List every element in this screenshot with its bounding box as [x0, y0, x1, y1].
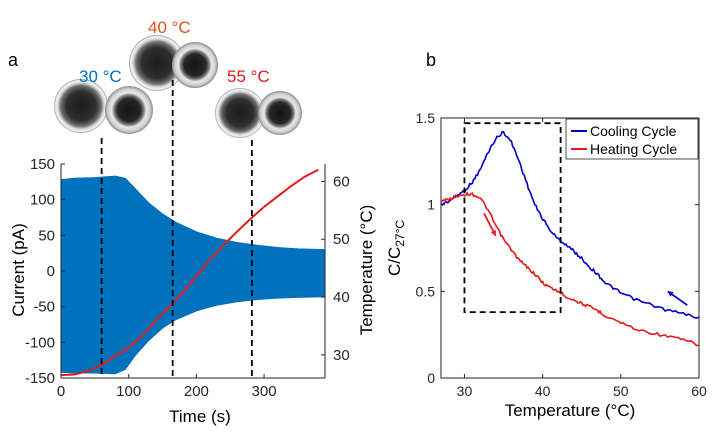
panel-a-ylabel: Current (pA)	[9, 223, 28, 317]
current-trace	[61, 175, 325, 375]
a-xtick-label: 200	[184, 383, 209, 400]
a-ytick-label: -100	[25, 334, 55, 351]
b-xtick-label: 60	[691, 383, 707, 399]
b-ytick-label: 0.5	[416, 283, 436, 299]
panel-b-xlabel: Temperature (°C)	[505, 401, 636, 420]
legend-cooling-label: Cooling Cycle	[590, 123, 677, 139]
a-xtick-label: 300	[252, 383, 277, 400]
legend-box	[565, 118, 699, 160]
a-xtick-label: 100	[116, 383, 141, 400]
direction-arrow-2	[667, 290, 688, 306]
a-y2tick-label: 30	[333, 347, 350, 364]
b-ytick-label: 1.5	[416, 110, 436, 126]
a-y2tick-label: 60	[333, 173, 350, 190]
label-30c: 30 °C	[79, 67, 122, 86]
panel-b-label: b	[426, 50, 436, 70]
panel-b-ylabel: C/C27°C	[385, 220, 407, 276]
direction-arrow-1	[483, 212, 497, 237]
b-xtick-label: 40	[535, 383, 551, 399]
a-ytick-label: -50	[33, 299, 55, 316]
a-ytick-label: 100	[30, 192, 55, 209]
b-ytick-label: 0	[427, 370, 435, 386]
a-ytick-label: -150	[25, 370, 55, 387]
panel-b-frame	[440, 117, 700, 379]
dimer-image-30c	[54, 79, 153, 134]
a-ytick-label: 50	[38, 227, 55, 244]
panel-a-y2label: Temperature (°C)	[357, 205, 376, 336]
b-xtick-label: 30	[457, 383, 473, 399]
panel-b-legend: Cooling Cycle Heating Cycle	[565, 118, 699, 160]
b-ytick-label: 1	[427, 197, 435, 213]
panel-b: 30 40 50 60 1.5 1 0.5 0 Cooling Cycle Heating C…	[385, 110, 707, 420]
a-y2tick-label: 40	[333, 289, 350, 306]
b-xtick-label: 50	[613, 383, 629, 399]
dimer-image-55c	[215, 88, 302, 138]
cooling-cycle-line	[441, 130, 699, 319]
legend-heating-label: Heating Cycle	[590, 141, 677, 157]
heating-cycle-line	[441, 191, 699, 347]
a-y2tick-label: 50	[333, 231, 350, 248]
panel-a: 30 °C 40 °C 55 °C 0 100 200 300 150 100 50 0 -50…	[9, 18, 376, 426]
highlight-box	[463, 122, 562, 314]
panel-a-xlabel: Time (s)	[169, 407, 231, 426]
arrow-head	[490, 229, 496, 236]
arrow-head	[667, 291, 674, 297]
temperature-line	[61, 168, 319, 377]
label-40c: 40 °C	[148, 18, 191, 37]
dimer-image-40c	[129, 35, 218, 91]
a-ytick-label: 0	[47, 263, 55, 280]
a-xtick-label: 0	[57, 383, 65, 400]
panel-a-label: a	[8, 50, 19, 70]
a-ytick-label: 150	[30, 156, 55, 173]
label-55c: 55 °C	[227, 67, 270, 86]
